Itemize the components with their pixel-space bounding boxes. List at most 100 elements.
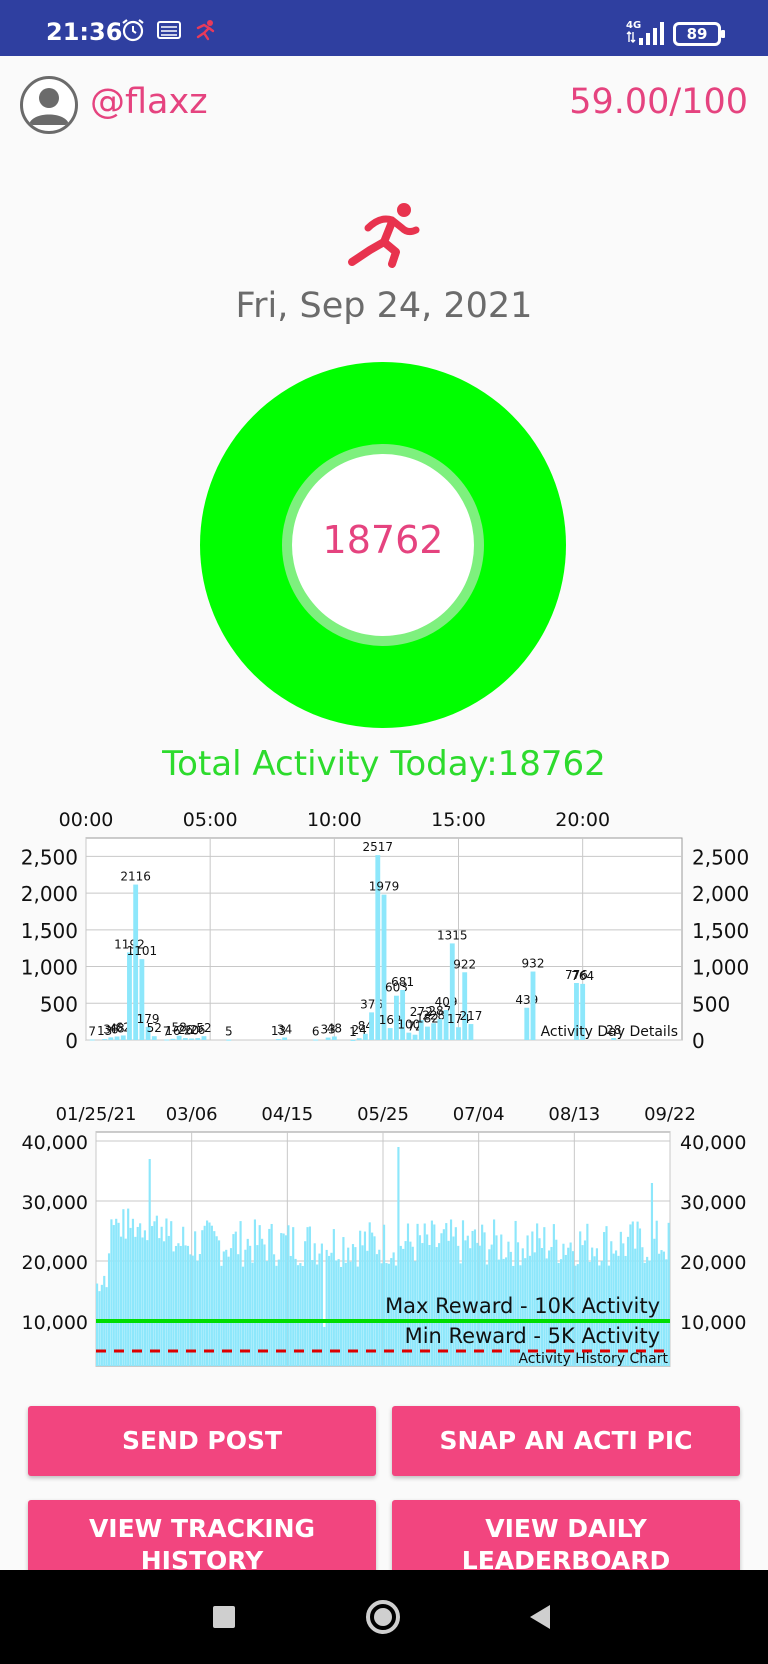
history-bar xyxy=(220,1265,223,1366)
history-bar xyxy=(284,1235,288,1366)
history-bar xyxy=(304,1241,307,1366)
history-bar xyxy=(567,1247,570,1366)
history-bar xyxy=(493,1219,496,1366)
day-y-tick-left: 1,000 xyxy=(21,956,78,980)
view-leaderboard-button[interactable]: VIEW DAILY LEADERBOARD xyxy=(392,1500,740,1580)
history-bar xyxy=(416,1223,419,1366)
send-post-button[interactable]: SEND POST xyxy=(28,1406,376,1476)
history-bar xyxy=(569,1242,572,1366)
day-bar-label: 217 xyxy=(459,1009,482,1023)
navigation-bar xyxy=(0,1570,768,1664)
history-x-tick: 07/04 xyxy=(453,1104,505,1125)
history-bar xyxy=(339,1266,343,1366)
history-bar xyxy=(548,1250,551,1366)
history-bar xyxy=(485,1264,488,1366)
day-y-tick-left: 2,500 xyxy=(21,845,78,869)
date-label: Fri, Sep 24, 2021 xyxy=(235,286,533,326)
history-bar xyxy=(452,1236,455,1366)
history-bar xyxy=(167,1235,170,1366)
history-bar xyxy=(622,1243,625,1366)
day-bar xyxy=(356,1038,362,1040)
view-tracking-history-button[interactable]: VIEW TRACKING HISTORY xyxy=(28,1500,376,1580)
day-y-tick-right: 1,000 xyxy=(692,956,749,980)
day-y-tick-right: 2,500 xyxy=(692,845,749,869)
day-bar-label: 26 xyxy=(190,1023,205,1037)
history-bar xyxy=(213,1231,216,1366)
username[interactable]: @flaxz xyxy=(90,82,208,122)
day-bar-label: 776 xyxy=(565,968,588,982)
snap-pic-button[interactable]: SNAP AN ACTI PIC xyxy=(392,1406,740,1476)
activity-ring xyxy=(200,362,566,728)
day-y-tick-right: 500 xyxy=(692,992,730,1016)
history-bar xyxy=(371,1232,374,1366)
history-bar xyxy=(469,1248,472,1366)
history-bar xyxy=(526,1235,529,1366)
runner-icon xyxy=(348,203,420,268)
history-bar xyxy=(521,1248,524,1366)
day-bar-label: 33 xyxy=(320,1023,335,1037)
history-bar xyxy=(146,1240,149,1366)
history-bar xyxy=(648,1260,651,1366)
day-bar-label: 1979 xyxy=(369,880,400,894)
day-x-tick: 15:00 xyxy=(431,809,486,831)
history-bar xyxy=(519,1265,522,1366)
history-bar xyxy=(488,1249,491,1366)
history-bar xyxy=(246,1238,249,1366)
history-bar xyxy=(612,1253,615,1366)
day-bar xyxy=(375,855,381,1040)
history-bar xyxy=(504,1257,508,1366)
history-bar xyxy=(598,1265,601,1366)
history-bar xyxy=(591,1247,594,1366)
day-bar-label: 52 xyxy=(196,1021,211,1035)
history-bar xyxy=(402,1248,405,1366)
history-bar xyxy=(316,1264,319,1366)
history-bar xyxy=(110,1219,113,1366)
history-y-tick-left: 10,000 xyxy=(22,1312,88,1334)
home-button[interactable] xyxy=(364,1598,402,1636)
day-bar xyxy=(362,1033,368,1040)
history-bar xyxy=(119,1236,123,1366)
day-bar xyxy=(151,1036,157,1040)
day-bar xyxy=(331,1036,337,1040)
history-y-tick-right: 40,000 xyxy=(680,1132,746,1154)
history-bar xyxy=(131,1218,135,1366)
history-bar xyxy=(660,1250,663,1366)
history-bar xyxy=(593,1256,596,1366)
day-bar xyxy=(176,1035,182,1040)
history-bar xyxy=(174,1245,178,1366)
history-bar xyxy=(296,1265,300,1366)
day-x-tick: 00:00 xyxy=(59,809,114,831)
history-bar xyxy=(586,1223,589,1366)
day-bar xyxy=(611,1037,617,1040)
history-bar xyxy=(251,1262,254,1366)
day-bar-label: 6 xyxy=(312,1025,320,1039)
history-bar xyxy=(502,1258,505,1366)
history-bar xyxy=(210,1225,213,1366)
history-bar xyxy=(490,1244,493,1366)
history-bar xyxy=(258,1225,261,1366)
avatar[interactable] xyxy=(20,76,78,134)
back-button[interactable] xyxy=(528,1604,552,1630)
history-y-tick-right: 30,000 xyxy=(680,1192,746,1214)
history-bar xyxy=(442,1229,445,1366)
history-bar xyxy=(476,1242,479,1366)
history-bar xyxy=(579,1231,582,1366)
ring-value: 18762 xyxy=(322,518,444,562)
recents-button[interactable] xyxy=(213,1606,235,1628)
day-bar xyxy=(201,1036,207,1040)
day-bar xyxy=(580,983,586,1040)
history-bar xyxy=(387,1263,390,1366)
history-chart-description: Activity History Chart xyxy=(518,1351,668,1367)
max-reward-label: Max Reward - 10K Activity xyxy=(385,1294,660,1318)
day-bar xyxy=(282,1037,288,1040)
day-y-tick-right: 2,000 xyxy=(692,882,749,906)
history-bar xyxy=(217,1240,221,1366)
day-bar-label: 13 xyxy=(97,1024,112,1038)
signal-icon xyxy=(639,22,664,45)
history-bar xyxy=(531,1231,534,1366)
day-bar-label: 7 xyxy=(88,1024,96,1038)
history-y-tick-left: 40,000 xyxy=(22,1132,88,1154)
view-leaderboard-line1: VIEW DAILY xyxy=(485,1514,647,1543)
history-bar xyxy=(543,1227,546,1366)
history-bar xyxy=(308,1226,312,1366)
